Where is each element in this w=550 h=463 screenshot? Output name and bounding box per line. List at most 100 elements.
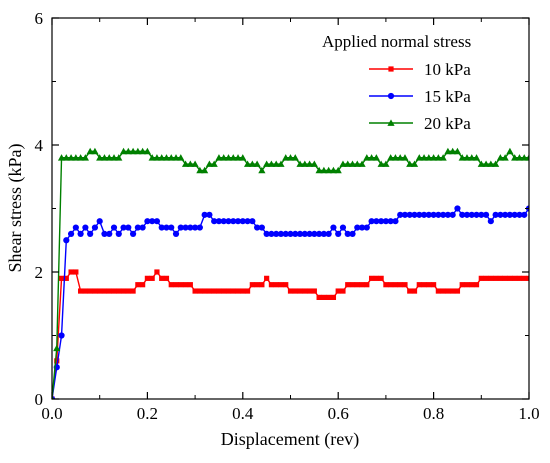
data-point: [339, 160, 347, 167]
data-point: [392, 282, 399, 288]
data-point: [515, 154, 524, 161]
data-point: [243, 160, 252, 167]
data-point: [449, 147, 457, 155]
data-point: [445, 288, 451, 294]
data-point: [111, 288, 117, 294]
data-point: [225, 218, 232, 225]
data-point: [244, 218, 251, 225]
data-point: [57, 154, 66, 161]
data-point: [325, 230, 332, 237]
data-point: [406, 211, 413, 218]
data-point: [367, 154, 376, 161]
data-point: [192, 288, 198, 294]
data-point: [163, 224, 170, 231]
data-point: [134, 147, 142, 155]
data-point: [345, 282, 351, 288]
data-point: [516, 275, 523, 281]
data-point: [268, 282, 275, 288]
data-point: [110, 154, 118, 161]
data-point: [302, 288, 308, 294]
data-point: [283, 282, 289, 288]
data-point: [101, 288, 108, 294]
data-point: [387, 154, 395, 161]
data-point: [78, 288, 84, 294]
data-point: [496, 154, 504, 161]
data-point: [439, 154, 447, 161]
data-point: [168, 282, 174, 288]
data-point: [454, 288, 461, 294]
data-point: [506, 147, 514, 155]
data-point: [464, 282, 470, 288]
data-point: [158, 224, 165, 231]
data-point: [326, 294, 332, 300]
data-point: [177, 154, 185, 161]
data-point: [181, 160, 190, 167]
data-point: [140, 282, 146, 288]
data-point: [130, 288, 136, 294]
data-point: [469, 282, 475, 288]
data-point: [92, 288, 98, 294]
x-tick-label: 1.0: [518, 404, 539, 423]
data-point: [459, 282, 465, 288]
data-point: [420, 154, 428, 161]
data-point: [211, 218, 218, 225]
data-point: [110, 224, 118, 231]
data-point: [63, 237, 70, 244]
data-point: [410, 160, 419, 167]
data-point: [425, 154, 433, 161]
data-point: [282, 230, 289, 237]
data-point: [182, 224, 189, 231]
data-point: [91, 147, 99, 155]
data-point: [450, 288, 456, 294]
data-point: [192, 224, 199, 231]
data-point: [316, 230, 323, 237]
data-point: [334, 166, 342, 174]
data-point: [53, 344, 61, 352]
data-point: [234, 218, 242, 225]
data-point: [182, 282, 189, 288]
data-point: [344, 230, 351, 237]
data-point: [191, 160, 199, 167]
data-point: [86, 147, 94, 155]
data-point: [407, 288, 413, 294]
data-point: [358, 224, 366, 231]
data-point: [129, 147, 137, 155]
data-point: [382, 160, 390, 167]
data-point: [235, 288, 241, 294]
data-point: [205, 160, 214, 167]
data-point: [525, 154, 529, 161]
data-point: [254, 224, 261, 231]
data-point: [248, 160, 256, 167]
data-point: [230, 218, 237, 225]
data-point: [301, 160, 309, 167]
data-point: [359, 282, 365, 288]
data-point: [392, 218, 399, 225]
x-tick-label: 0.0: [41, 404, 62, 423]
data-point: [97, 288, 103, 294]
legend-entry: 15 kPa: [369, 87, 471, 106]
data-point: [335, 230, 342, 237]
data-point: [162, 154, 171, 161]
data-point: [416, 211, 423, 218]
data-point: [216, 288, 222, 294]
data-point: [401, 211, 409, 218]
data-point: [373, 218, 380, 225]
data-point: [516, 211, 523, 218]
data-point: [158, 154, 166, 161]
data-point: [472, 154, 481, 161]
data-point: [449, 211, 456, 218]
data-point: [340, 288, 346, 294]
data-point: [100, 154, 109, 161]
data-point: [291, 154, 299, 161]
data-point: [301, 230, 308, 237]
data-point: [321, 294, 327, 300]
data-point: [502, 211, 509, 218]
series-15-kpa: [52, 205, 529, 399]
data-point: [239, 218, 246, 225]
data-point: [511, 211, 518, 218]
data-point: [120, 288, 127, 294]
data-point: [397, 282, 403, 288]
legend-title: Applied normal stress: [322, 32, 471, 51]
data-point: [482, 160, 490, 167]
